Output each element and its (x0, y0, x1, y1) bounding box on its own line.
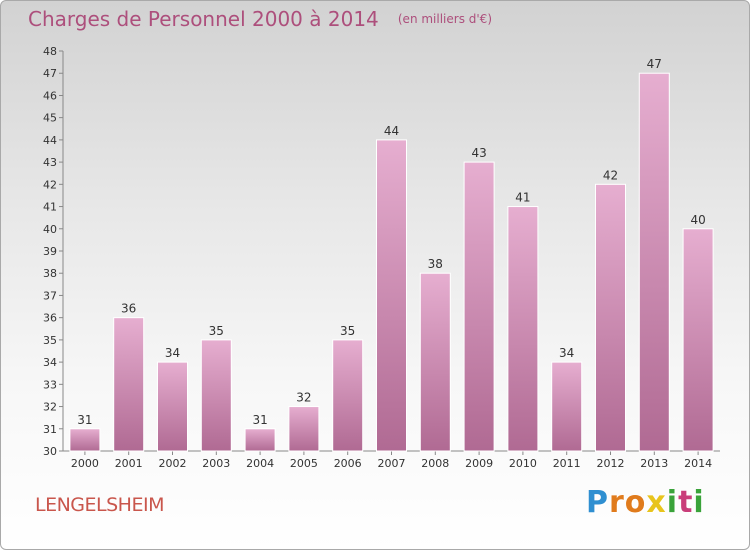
commune-name: LENGELSHEIM (35, 494, 164, 516)
proxiti-logo[interactable]: Proxiti (586, 485, 705, 520)
y-tick-label: 31 (43, 423, 57, 436)
x-tick-label: 2007 (378, 457, 406, 470)
bar-value-label: 32 (296, 391, 311, 405)
bar-value-label: 38 (428, 257, 443, 271)
axes: 30 31 32 33 34 35 36 37 38 39 40 41 42 43 44 45 46 47 48 20… (43, 45, 720, 470)
x-tick-label: 2004 (246, 457, 274, 470)
logo-letter: r (609, 485, 625, 520)
y-tick-label: 45 (43, 112, 57, 125)
bar (113, 317, 145, 452)
x-tick-label: 2006 (334, 457, 362, 470)
bar (638, 72, 670, 452)
y-tick-label: 46 (43, 89, 57, 102)
bar (288, 406, 320, 452)
bar-value-label: 43 (471, 146, 486, 160)
bar (507, 206, 539, 452)
logo-letter: i (693, 485, 705, 520)
y-tick-label: 39 (43, 245, 57, 258)
logo-letter: P (586, 485, 609, 520)
bar-value-label: 31 (252, 413, 267, 427)
y-tick-label: 42 (43, 178, 57, 191)
x-tick-label: 2013 (640, 457, 668, 470)
logo-letter: x (646, 485, 667, 520)
bar (682, 228, 714, 452)
y-tick-label: 48 (43, 45, 57, 58)
bar-value-label: 34 (165, 346, 180, 360)
bar (157, 361, 188, 452)
x-tick-label: 2002 (159, 457, 187, 470)
y-tick-label: 38 (43, 267, 57, 280)
x-tick-label: 2009 (465, 457, 493, 470)
bar (200, 339, 232, 452)
x-tick-label: 2010 (509, 457, 537, 470)
x-tick-label: 2000 (71, 457, 99, 470)
title-line: Charges de Personnel 2000 à 2014 (en mil… (28, 7, 492, 31)
bar-value-label: 41 (515, 191, 530, 205)
bar-value-label: 36 (121, 302, 136, 316)
y-tick-label: 40 (43, 223, 57, 236)
logo-letter: t (678, 485, 694, 520)
bar (244, 428, 276, 452)
x-tick-label: 2008 (421, 457, 449, 470)
y-tick-label: 30 (43, 445, 57, 458)
bar (69, 428, 101, 452)
data-labels: 31 36 34 35 31 32 35 44 38 43 41 34 42 47 40 (77, 57, 705, 427)
chart-title: Charges de Personnel 2000 à 2014 (28, 7, 379, 31)
x-tick-label: 2012 (597, 457, 625, 470)
y-tick-label: 36 (43, 312, 57, 325)
logo-letter: o (624, 485, 647, 520)
logo-letter: i (666, 485, 679, 520)
y-tick-label: 35 (43, 334, 57, 347)
y-tick-label: 32 (43, 401, 57, 414)
bar-value-label: 35 (340, 324, 355, 338)
bar-value-label: 40 (690, 213, 705, 227)
bar-value-label: 34 (559, 346, 574, 360)
bar (376, 139, 407, 452)
bar-value-label: 35 (209, 324, 224, 338)
y-tick-label: 41 (43, 201, 57, 214)
bar (551, 361, 583, 452)
bar (419, 272, 451, 452)
y-tick-label: 37 (43, 289, 57, 302)
bar-value-label: 44 (384, 124, 399, 138)
x-tick-label: 2005 (290, 457, 318, 470)
y-tick-label: 33 (43, 378, 57, 391)
y-tick-label: 44 (43, 134, 57, 147)
bars (69, 72, 714, 452)
y-tick-label: 47 (43, 67, 57, 80)
x-tick-label: 2001 (115, 457, 143, 470)
x-tick-label: 2003 (202, 457, 230, 470)
bar (595, 183, 626, 452)
bar (332, 339, 364, 452)
bar (463, 161, 495, 452)
chart-subtitle: (en milliers d'€) (397, 12, 492, 26)
y-tick-label: 34 (43, 356, 57, 369)
x-tick-label: 2011 (553, 457, 581, 470)
bar-value-label: 47 (647, 57, 662, 71)
y-tick-label: 43 (43, 156, 57, 169)
bar-value-label: 31 (77, 413, 92, 427)
x-tick-label: 2014 (684, 457, 712, 470)
bar-value-label: 42 (603, 168, 618, 182)
